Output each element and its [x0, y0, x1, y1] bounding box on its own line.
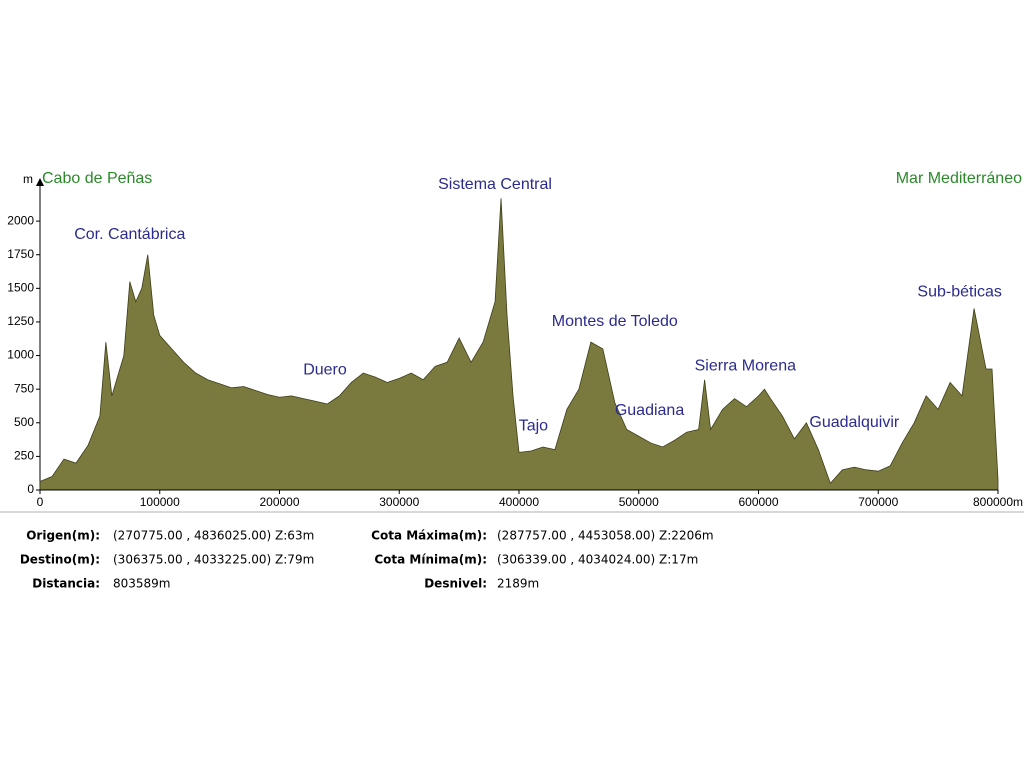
info-label: Desnivel: [424, 577, 487, 591]
x-tick-label: 100000 [140, 495, 180, 509]
annotation: Guadiana [615, 402, 684, 419]
x-tick-label: 200000 [259, 495, 299, 509]
x-tick-label: 700000 [858, 495, 898, 509]
info-value: (287757.00 , 4453058.00) Z:2206m [497, 529, 714, 543]
info-label: Destino(m): [20, 553, 100, 567]
y-tick-label: 1750 [7, 247, 34, 261]
y-tick-label: 1000 [7, 348, 34, 362]
annotation: Cor. Cantábrica [74, 226, 185, 243]
annotation: Duero [303, 362, 347, 379]
info-value: (270775.00 , 4836025.00) Z:63m [113, 529, 314, 543]
annotation: Sierra Morena [695, 358, 796, 375]
start-label: Cabo de Peñas [42, 170, 152, 187]
x-tick-label: 0 [37, 495, 44, 509]
info-value: 2189m [497, 577, 539, 591]
y-tick-label: 1500 [7, 281, 34, 295]
info-label: Origen(m): [26, 529, 100, 543]
info-value: (306339.00 , 4034024.00) Z:17m [497, 553, 698, 567]
end-label: Mar Mediterráneo [896, 170, 1022, 187]
x-tick-label: 400000 [499, 495, 539, 509]
info-value: 803589m [113, 577, 171, 591]
info-label: Distancia: [32, 577, 100, 591]
y-axis-arrow [36, 178, 44, 186]
x-tick-label: 500000 [619, 495, 659, 509]
x-tick-label: 800000m [973, 495, 1023, 509]
profile-area [39, 198, 999, 491]
info-label: Cota Mínima(m): [374, 553, 487, 567]
x-tick-label: 300000 [379, 495, 419, 509]
x-tick-label: 600000 [738, 495, 778, 509]
y-tick-label: 0 [27, 482, 34, 496]
annotation: Sistema Central [438, 176, 552, 193]
y-tick-label: 1250 [7, 314, 34, 328]
y-tick-label: 500 [14, 415, 34, 429]
info-value: (306375.00 , 4033225.00) Z:79m [113, 553, 314, 567]
y-tick-label: 250 [14, 449, 34, 463]
y-tick-label: 2000 [7, 213, 34, 227]
annotation: Sub-béticas [917, 284, 1002, 301]
annotation: Montes de Toledo [552, 313, 678, 330]
annotation: Guadalquivir [809, 414, 900, 431]
y-tick-label: 750 [14, 381, 34, 395]
annotation: Tajo [519, 417, 548, 434]
info-label: Cota Máxima(m): [371, 529, 487, 543]
y-unit: m [23, 172, 33, 186]
